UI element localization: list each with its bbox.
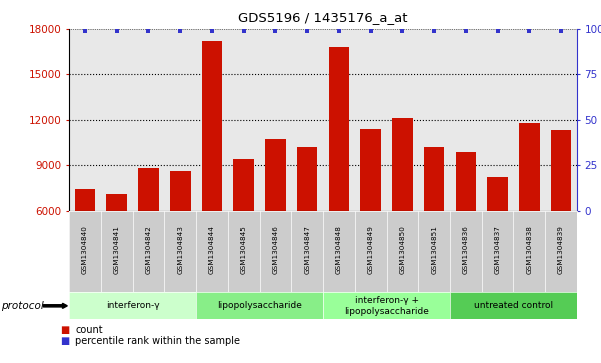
Text: GSM1304849: GSM1304849 [368,225,374,274]
Point [557,28,566,34]
Point [366,28,376,34]
Text: GSM1304848: GSM1304848 [336,225,342,274]
Text: GSM1304846: GSM1304846 [272,225,278,274]
Bar [170,171,191,301]
Text: ■: ■ [60,336,69,346]
Point [112,28,121,34]
Text: GSM1304845: GSM1304845 [240,225,246,274]
Bar [361,129,381,301]
Bar [551,130,572,301]
Text: GSM1304847: GSM1304847 [304,225,310,274]
Point [461,28,471,34]
Point [398,28,407,34]
Text: GSM1304850: GSM1304850 [400,225,406,274]
Bar [456,152,476,301]
Bar [392,118,413,301]
Text: GSM1304843: GSM1304843 [177,225,183,274]
Text: ■: ■ [60,325,69,335]
Bar [106,194,127,301]
Point [493,28,502,34]
Point [207,28,217,34]
Point [80,28,90,34]
Point [525,28,534,34]
Bar [487,177,508,301]
Point [429,28,439,34]
Text: lipopolysaccharide: lipopolysaccharide [217,301,302,310]
Text: GSM1304836: GSM1304836 [463,225,469,274]
Point [144,28,153,34]
Text: GSM1304838: GSM1304838 [526,225,532,274]
Point [239,28,248,34]
Bar [75,189,96,301]
Point [334,28,344,34]
Bar [138,168,159,301]
Bar [329,47,349,301]
Text: count: count [75,325,103,335]
Text: GSM1304841: GSM1304841 [114,225,120,274]
Text: interferon-γ +
lipopolysaccharide: interferon-γ + lipopolysaccharide [344,296,429,315]
Text: GDS5196 / 1435176_a_at: GDS5196 / 1435176_a_at [238,11,408,24]
Text: GSM1304851: GSM1304851 [431,225,437,274]
Text: GSM1304837: GSM1304837 [495,225,501,274]
Bar [201,41,222,301]
Text: untreated control: untreated control [474,301,553,310]
Bar [265,139,285,301]
Text: GSM1304839: GSM1304839 [558,225,564,274]
Text: GSM1304840: GSM1304840 [82,225,88,274]
Bar [297,147,317,301]
Point [302,28,312,34]
Text: interferon-γ: interferon-γ [106,301,159,310]
Bar [519,123,540,301]
Bar [424,147,445,301]
Text: percentile rank within the sample: percentile rank within the sample [75,336,240,346]
Bar [233,159,254,301]
Text: protocol: protocol [1,301,44,311]
Point [270,28,280,34]
Text: GSM1304844: GSM1304844 [209,225,215,274]
Point [175,28,185,34]
Text: GSM1304842: GSM1304842 [145,225,151,274]
